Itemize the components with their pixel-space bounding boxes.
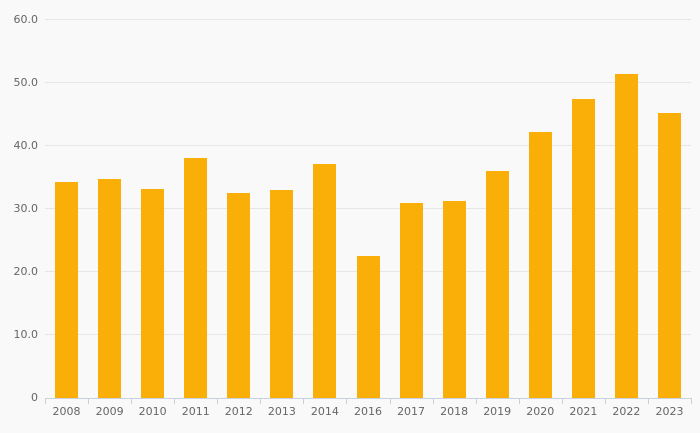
gridline-30 [45, 208, 691, 209]
bar-2013[interactable] [270, 190, 294, 398]
x-axis-tick [389, 398, 391, 404]
x-axis-tick [475, 398, 477, 404]
x-axis-tick [260, 398, 262, 404]
x-tick-label-2011: 2011 [181, 405, 210, 418]
x-tick-label-2014: 2014 [310, 405, 339, 418]
x-axis-labels: 2008 2009 2010 2011 2012 2013 2014 2016 2017 2018… [45, 404, 691, 420]
gridline-50 [45, 82, 691, 83]
x-tick-label-2017: 2017 [397, 405, 426, 418]
x-axis-tick [604, 398, 606, 404]
y-tick-label-50: 50.0 [13, 76, 39, 89]
x-tick-label-2016: 2016 [353, 405, 382, 418]
bar-2011[interactable] [184, 157, 208, 398]
x-axis-tick [432, 398, 434, 404]
x-axis-tick [174, 398, 176, 404]
y-tick-label-20: 20.0 [13, 265, 39, 278]
x-tick-label-2013: 2013 [267, 405, 296, 418]
x-tick-label-2009: 2009 [95, 405, 124, 418]
bar-2016[interactable] [356, 256, 380, 398]
plot-area [45, 19, 691, 398]
x-axis-tick [691, 398, 692, 404]
x-axis-tick [561, 398, 563, 404]
bar-2020[interactable] [528, 131, 552, 398]
x-axis-tick [88, 398, 90, 404]
y-tick-label-10: 10.0 [13, 328, 39, 341]
bar-2012[interactable] [227, 192, 251, 398]
bar-2019[interactable] [485, 170, 509, 398]
x-axis-tick [346, 398, 348, 404]
bar-2009[interactable] [98, 178, 122, 398]
x-tick-label-2023: 2023 [655, 405, 684, 418]
x-axis-tick [303, 398, 305, 404]
x-tick-label-2020: 2020 [526, 405, 555, 418]
y-tick-label-60: 60.0 [13, 13, 39, 26]
y-tick-label-0: 0 [31, 391, 38, 404]
bar-2018[interactable] [442, 200, 466, 398]
x-axis-line [45, 398, 692, 404]
x-tick-label-2018: 2018 [440, 405, 469, 418]
x-tick-label-2012: 2012 [224, 405, 253, 418]
x-axis-tick [217, 398, 219, 404]
bar-2023[interactable] [657, 112, 681, 398]
x-axis-tick [647, 398, 649, 404]
gridline-60 [45, 19, 691, 20]
x-axis-tick [131, 398, 133, 404]
y-tick-label-30: 30.0 [13, 202, 39, 215]
y-axis: 0 10.0 20.0 30.0 40.0 50.0 60.0 [0, 13, 39, 404]
bar-2014[interactable] [313, 164, 337, 398]
gridline-40 [45, 145, 691, 146]
x-tick-label-2010: 2010 [138, 405, 167, 418]
x-axis-tick [518, 398, 520, 404]
bar-2022[interactable] [614, 73, 638, 398]
bar-2008[interactable] [55, 181, 79, 398]
x-axis-tick [45, 398, 46, 404]
bar-2010[interactable] [141, 188, 165, 398]
x-tick-label-2022: 2022 [612, 405, 641, 418]
x-tick-label-2021: 2021 [569, 405, 598, 418]
y-tick-label-40: 40.0 [13, 139, 39, 152]
bar-2021[interactable] [571, 98, 595, 398]
bar-2017[interactable] [399, 202, 423, 398]
x-tick-label-2019: 2019 [483, 405, 512, 418]
x-tick-label-2008: 2008 [52, 405, 81, 418]
